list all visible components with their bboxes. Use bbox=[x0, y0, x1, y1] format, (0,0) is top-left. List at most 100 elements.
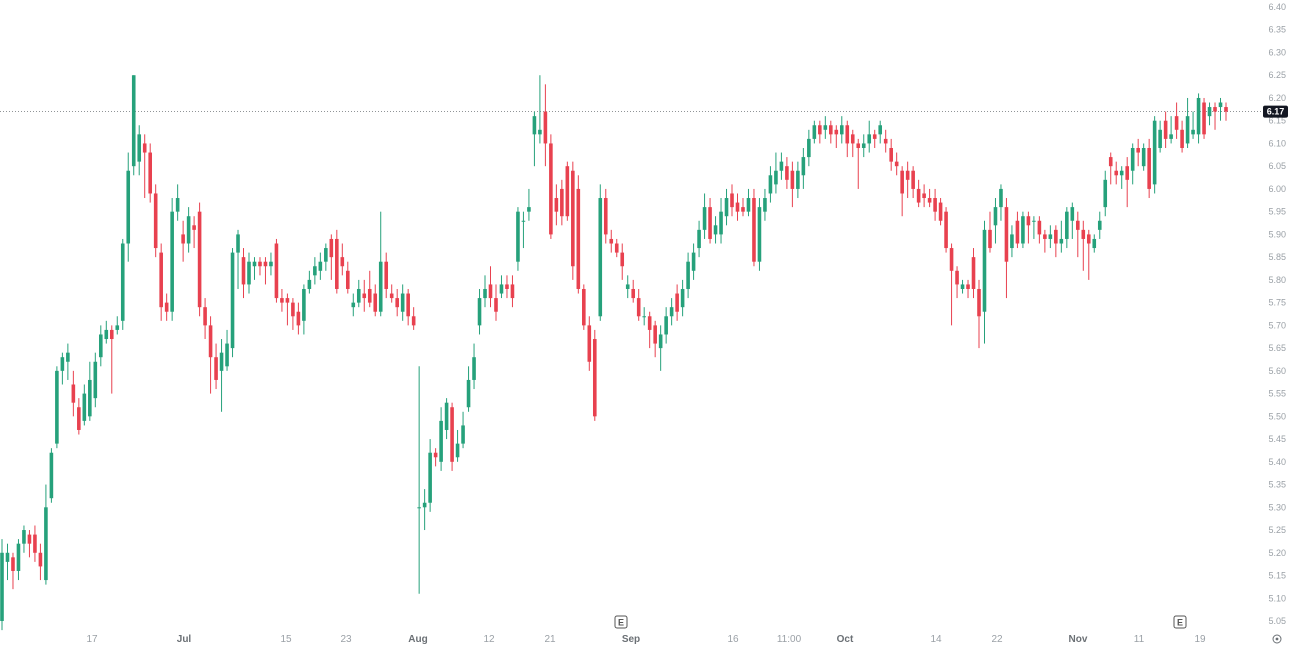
candle-body bbox=[66, 352, 70, 362]
candle-body bbox=[335, 238, 339, 289]
candle bbox=[208, 316, 213, 394]
candle-body bbox=[422, 502, 427, 508]
time-axis[interactable]: 17 Jul 15 23 Aug 12 21 Sep 16 11:00 Oct 14 22 Nov 11 19 bbox=[86, 634, 1206, 645]
candle-body bbox=[966, 284, 970, 289]
candle-body bbox=[993, 207, 998, 226]
candle-body bbox=[598, 198, 603, 317]
candle bbox=[324, 243, 328, 271]
candle-body bbox=[115, 325, 120, 330]
candle bbox=[1081, 220, 1086, 271]
candle bbox=[812, 120, 817, 144]
candle-body bbox=[763, 198, 767, 212]
candle-body bbox=[280, 298, 284, 303]
candle bbox=[680, 279, 685, 317]
candle-body bbox=[1103, 179, 1108, 208]
candle-body bbox=[230, 252, 235, 349]
candle bbox=[263, 257, 268, 285]
price-tick-label: 6.20 bbox=[1268, 93, 1286, 103]
candle-body bbox=[796, 170, 800, 189]
price-tick-label: 5.45 bbox=[1268, 434, 1286, 444]
candle-body bbox=[554, 198, 559, 212]
candle bbox=[571, 161, 575, 280]
candle-body bbox=[532, 116, 537, 135]
candle-body bbox=[104, 329, 109, 340]
candle bbox=[647, 311, 652, 349]
candle bbox=[131, 75, 136, 176]
candle-body bbox=[1032, 220, 1036, 222]
candle bbox=[664, 307, 668, 344]
candle bbox=[845, 120, 850, 158]
candle-body bbox=[971, 257, 976, 289]
candle bbox=[702, 193, 707, 239]
candle-body bbox=[307, 279, 312, 289]
candle-body bbox=[296, 311, 301, 326]
earnings-label: E bbox=[618, 618, 624, 628]
candle bbox=[1130, 143, 1135, 185]
candle-body bbox=[560, 188, 564, 217]
candle bbox=[982, 220, 987, 344]
candle-body bbox=[856, 143, 861, 148]
candle bbox=[790, 161, 795, 208]
time-tick-label: 16 bbox=[727, 634, 739, 645]
candle bbox=[1196, 93, 1201, 144]
price-tick-label: 5.65 bbox=[1268, 343, 1286, 353]
candle bbox=[708, 198, 712, 244]
candle-body bbox=[1196, 97, 1201, 135]
time-tick-label: Aug bbox=[408, 634, 427, 645]
candle bbox=[686, 252, 690, 299]
candle-body bbox=[571, 170, 575, 267]
candle-body bbox=[1037, 220, 1042, 235]
candle bbox=[955, 266, 959, 299]
candle bbox=[1147, 138, 1151, 199]
candle-body bbox=[450, 407, 454, 462]
candle bbox=[291, 298, 295, 330]
earnings-marker[interactable]: E bbox=[614, 615, 628, 629]
candle bbox=[455, 429, 460, 462]
candle-body bbox=[203, 307, 207, 326]
candle bbox=[653, 320, 657, 358]
candle bbox=[1026, 211, 1031, 244]
candle bbox=[450, 402, 454, 471]
candle bbox=[230, 248, 235, 358]
candle bbox=[384, 252, 389, 299]
candle bbox=[894, 152, 899, 176]
candle-body bbox=[98, 334, 103, 358]
candle bbox=[214, 343, 218, 390]
candle bbox=[488, 266, 493, 308]
candle bbox=[362, 279, 367, 312]
candle-body bbox=[757, 207, 762, 262]
candle-body bbox=[592, 339, 597, 417]
candle bbox=[71, 370, 76, 417]
gear-icon[interactable] bbox=[1272, 634, 1282, 644]
candle bbox=[466, 366, 471, 412]
candle-body bbox=[510, 284, 515, 299]
candle bbox=[1119, 166, 1124, 189]
candle bbox=[922, 184, 926, 208]
candle bbox=[444, 398, 449, 440]
candle bbox=[1141, 143, 1146, 171]
candle bbox=[302, 284, 306, 335]
price-tick-label: 5.50 bbox=[1268, 411, 1286, 421]
candle bbox=[889, 138, 893, 171]
candle-body bbox=[982, 229, 987, 312]
candle bbox=[603, 188, 608, 244]
candle bbox=[538, 75, 542, 144]
candle-body bbox=[367, 288, 372, 303]
candle bbox=[872, 129, 877, 148]
candle-body bbox=[77, 407, 81, 430]
candle-body bbox=[1141, 147, 1146, 167]
price-tick-label: 6.35 bbox=[1268, 25, 1286, 35]
candle-body bbox=[1169, 134, 1173, 139]
candle bbox=[752, 188, 756, 267]
candle-body bbox=[686, 261, 690, 289]
time-tick-label: 17 bbox=[86, 634, 98, 645]
candle bbox=[1191, 111, 1195, 139]
candle-body bbox=[1048, 234, 1053, 239]
earnings-marker[interactable]: E bbox=[1173, 615, 1187, 629]
candle-body bbox=[406, 293, 410, 317]
candle bbox=[938, 198, 943, 226]
price-axis[interactable]: 6.40 6.35 6.30 6.25 6.20 6.15 6.10 6.05 6.00 5.95… bbox=[1268, 2, 1286, 626]
candle bbox=[999, 184, 1003, 221]
